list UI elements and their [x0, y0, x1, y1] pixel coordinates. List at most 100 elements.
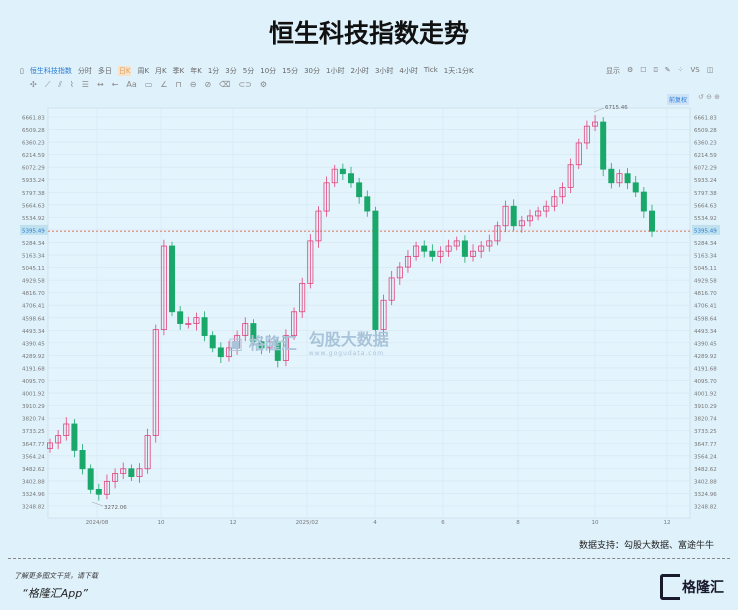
candle-body — [640, 191, 647, 212]
candle-body — [404, 256, 411, 268]
period-tab[interactable]: 30分 — [304, 67, 320, 75]
period-tab[interactable]: 1小时 — [326, 67, 345, 75]
eye-off-icon[interactable]: ⊘ — [204, 80, 212, 89]
period-tab[interactable]: 多日 — [97, 67, 112, 75]
candle-body — [120, 468, 127, 474]
candle-body — [79, 449, 86, 470]
compare-button[interactable]: VS — [690, 66, 700, 74]
panel-icon[interactable]: ◫ — [706, 66, 714, 74]
period-tab[interactable]: 季K — [172, 67, 185, 75]
period-tab[interactable]: 1分 — [207, 67, 220, 75]
y-tick-left: 4289.92 — [22, 354, 45, 360]
lock-icon[interactable]: ⊓ — [175, 80, 182, 89]
hide-icon[interactable]: ⊖ — [189, 80, 197, 89]
arrow-tool-icon[interactable]: ← — [111, 80, 119, 89]
layout-icon[interactable]: ▯ — [20, 67, 24, 75]
period-tab[interactable]: 分时 — [77, 67, 92, 75]
crosshair-icon[interactable]: ✣ — [30, 80, 37, 89]
angle-icon[interactable]: ∠ — [160, 80, 168, 89]
candle-body — [103, 480, 110, 495]
high-leader — [593, 107, 605, 113]
plot-area — [47, 107, 691, 519]
period-tab[interactable]: 2小时 — [350, 67, 369, 75]
candle-body — [87, 468, 94, 490]
period-tab[interactable]: 年K — [190, 67, 202, 75]
candle-body — [518, 220, 525, 227]
high-annotation: 6715.46 — [605, 105, 628, 111]
candle-body — [152, 329, 159, 436]
y-tick-right: 4493.34 — [694, 329, 717, 335]
adjust-button[interactable]: 前复权 — [667, 94, 690, 105]
link-icon[interactable]: ⊂⊃ — [238, 80, 252, 89]
drawing-toolbar: ✣ ⟋ ⫽ ⌇ ☰ ↔ ← Aa ▭ ∠ ⊓ ⊖ ⊘ ⌫ ⊂⊃ ⚙ — [30, 80, 267, 90]
candle-body — [364, 196, 371, 212]
y-tick-right: 4929.58 — [694, 279, 717, 285]
candlestick-chart[interactable]: 6661.83 6661.83 6509.28 6509.28 6360.23 6360.… — [0, 0, 738, 530]
candle-body — [217, 347, 224, 358]
period-tab[interactable]: 10分 — [260, 67, 277, 75]
settings-icon[interactable]: ⚙ — [627, 66, 634, 74]
period-tab[interactable]: Tick — [423, 66, 438, 74]
display-menu[interactable]: 显示 — [606, 67, 620, 75]
candle-body — [510, 205, 517, 227]
x-tick: 10 — [158, 520, 165, 526]
footer-text: 了解更多图文干货，请下载 — [14, 572, 98, 580]
low-leader — [91, 501, 104, 507]
measure-tool-icon[interactable]: ↔ — [96, 80, 104, 89]
text-tool-icon[interactable]: Aa — [126, 80, 137, 89]
candle-body — [388, 277, 395, 301]
y-tick-left: 3733.25 — [22, 429, 45, 435]
trash-icon[interactable]: ⌫ — [219, 80, 231, 89]
y-tick-left: 6214.59 — [22, 153, 45, 159]
camera-icon[interactable]: ⌼ — [653, 66, 658, 74]
candle-body — [63, 423, 70, 436]
period-tab[interactable]: 1天:1分K — [443, 67, 474, 75]
period-tab[interactable]: 月K — [155, 67, 167, 75]
y-tick-right: 4390.45 — [694, 341, 717, 347]
period-tab[interactable]: 5分 — [242, 67, 255, 75]
y-tick-left: 6360.23 — [22, 141, 45, 147]
pencil-icon[interactable]: ✎ — [664, 66, 671, 74]
fib-tool-icon[interactable]: ☰ — [81, 80, 89, 89]
candle-body — [55, 435, 62, 444]
y-tick-left: 4706.41 — [22, 304, 45, 310]
line-tool-icon[interactable]: ⟋ — [44, 80, 51, 89]
period-tab[interactable]: 3分 — [225, 67, 237, 75]
period-tab[interactable]: 周K — [137, 67, 150, 75]
x-tick: 10 — [592, 520, 599, 526]
period-tab[interactable]: 15分 — [282, 67, 299, 75]
y-tick-right: 6661.83 — [694, 116, 717, 122]
candle-body — [177, 311, 184, 324]
candle-body — [583, 125, 590, 144]
y-tick-left: 4390.45 — [22, 341, 45, 347]
period-tab[interactable]: 3小时 — [374, 67, 394, 75]
candle-body — [551, 196, 558, 207]
right-toolbar: 显示 ⚙ ☐ ⌼ ✎ ⁘ VS ◫ — [606, 66, 713, 76]
candle-body — [323, 182, 330, 212]
candle-body — [502, 205, 509, 227]
symbol-tab[interactable]: 恒生科技指数 — [29, 67, 72, 75]
y-tick-left: 5045.11 — [22, 266, 45, 272]
channel-tool-icon[interactable]: ⫽ — [58, 80, 62, 89]
y-tick-right: 3248.82 — [694, 505, 717, 511]
y-tick-left: 3402.88 — [22, 479, 45, 485]
note-icon[interactable]: ▭ — [144, 80, 153, 89]
candle-body — [543, 205, 550, 212]
candle-body — [567, 164, 574, 188]
frame-icon[interactable]: ☐ — [640, 66, 647, 74]
y-tick-left: 3910.29 — [22, 404, 45, 410]
y-tick-left: 5284.34 — [22, 241, 45, 247]
candle-body — [413, 245, 420, 257]
settings-icon[interactable]: ⚙ — [259, 80, 268, 89]
candle-body — [136, 468, 143, 478]
wave-tool-icon[interactable]: ⌇ — [69, 80, 74, 89]
period-tab[interactable]: 日K — [117, 66, 132, 76]
y-tick-right: 3820.74 — [694, 417, 717, 423]
y-tick-left: 3820.74 — [22, 417, 45, 423]
candle-body — [201, 317, 208, 336]
grid-icon[interactable]: ⁘ — [677, 66, 684, 74]
refresh-icons[interactable]: ↺ ⊖ ⊕ — [698, 93, 721, 101]
current-price-tag — [20, 224, 48, 235]
y-tick-right: 3564.24 — [694, 454, 717, 460]
period-tab[interactable]: 4小时 — [399, 67, 418, 75]
